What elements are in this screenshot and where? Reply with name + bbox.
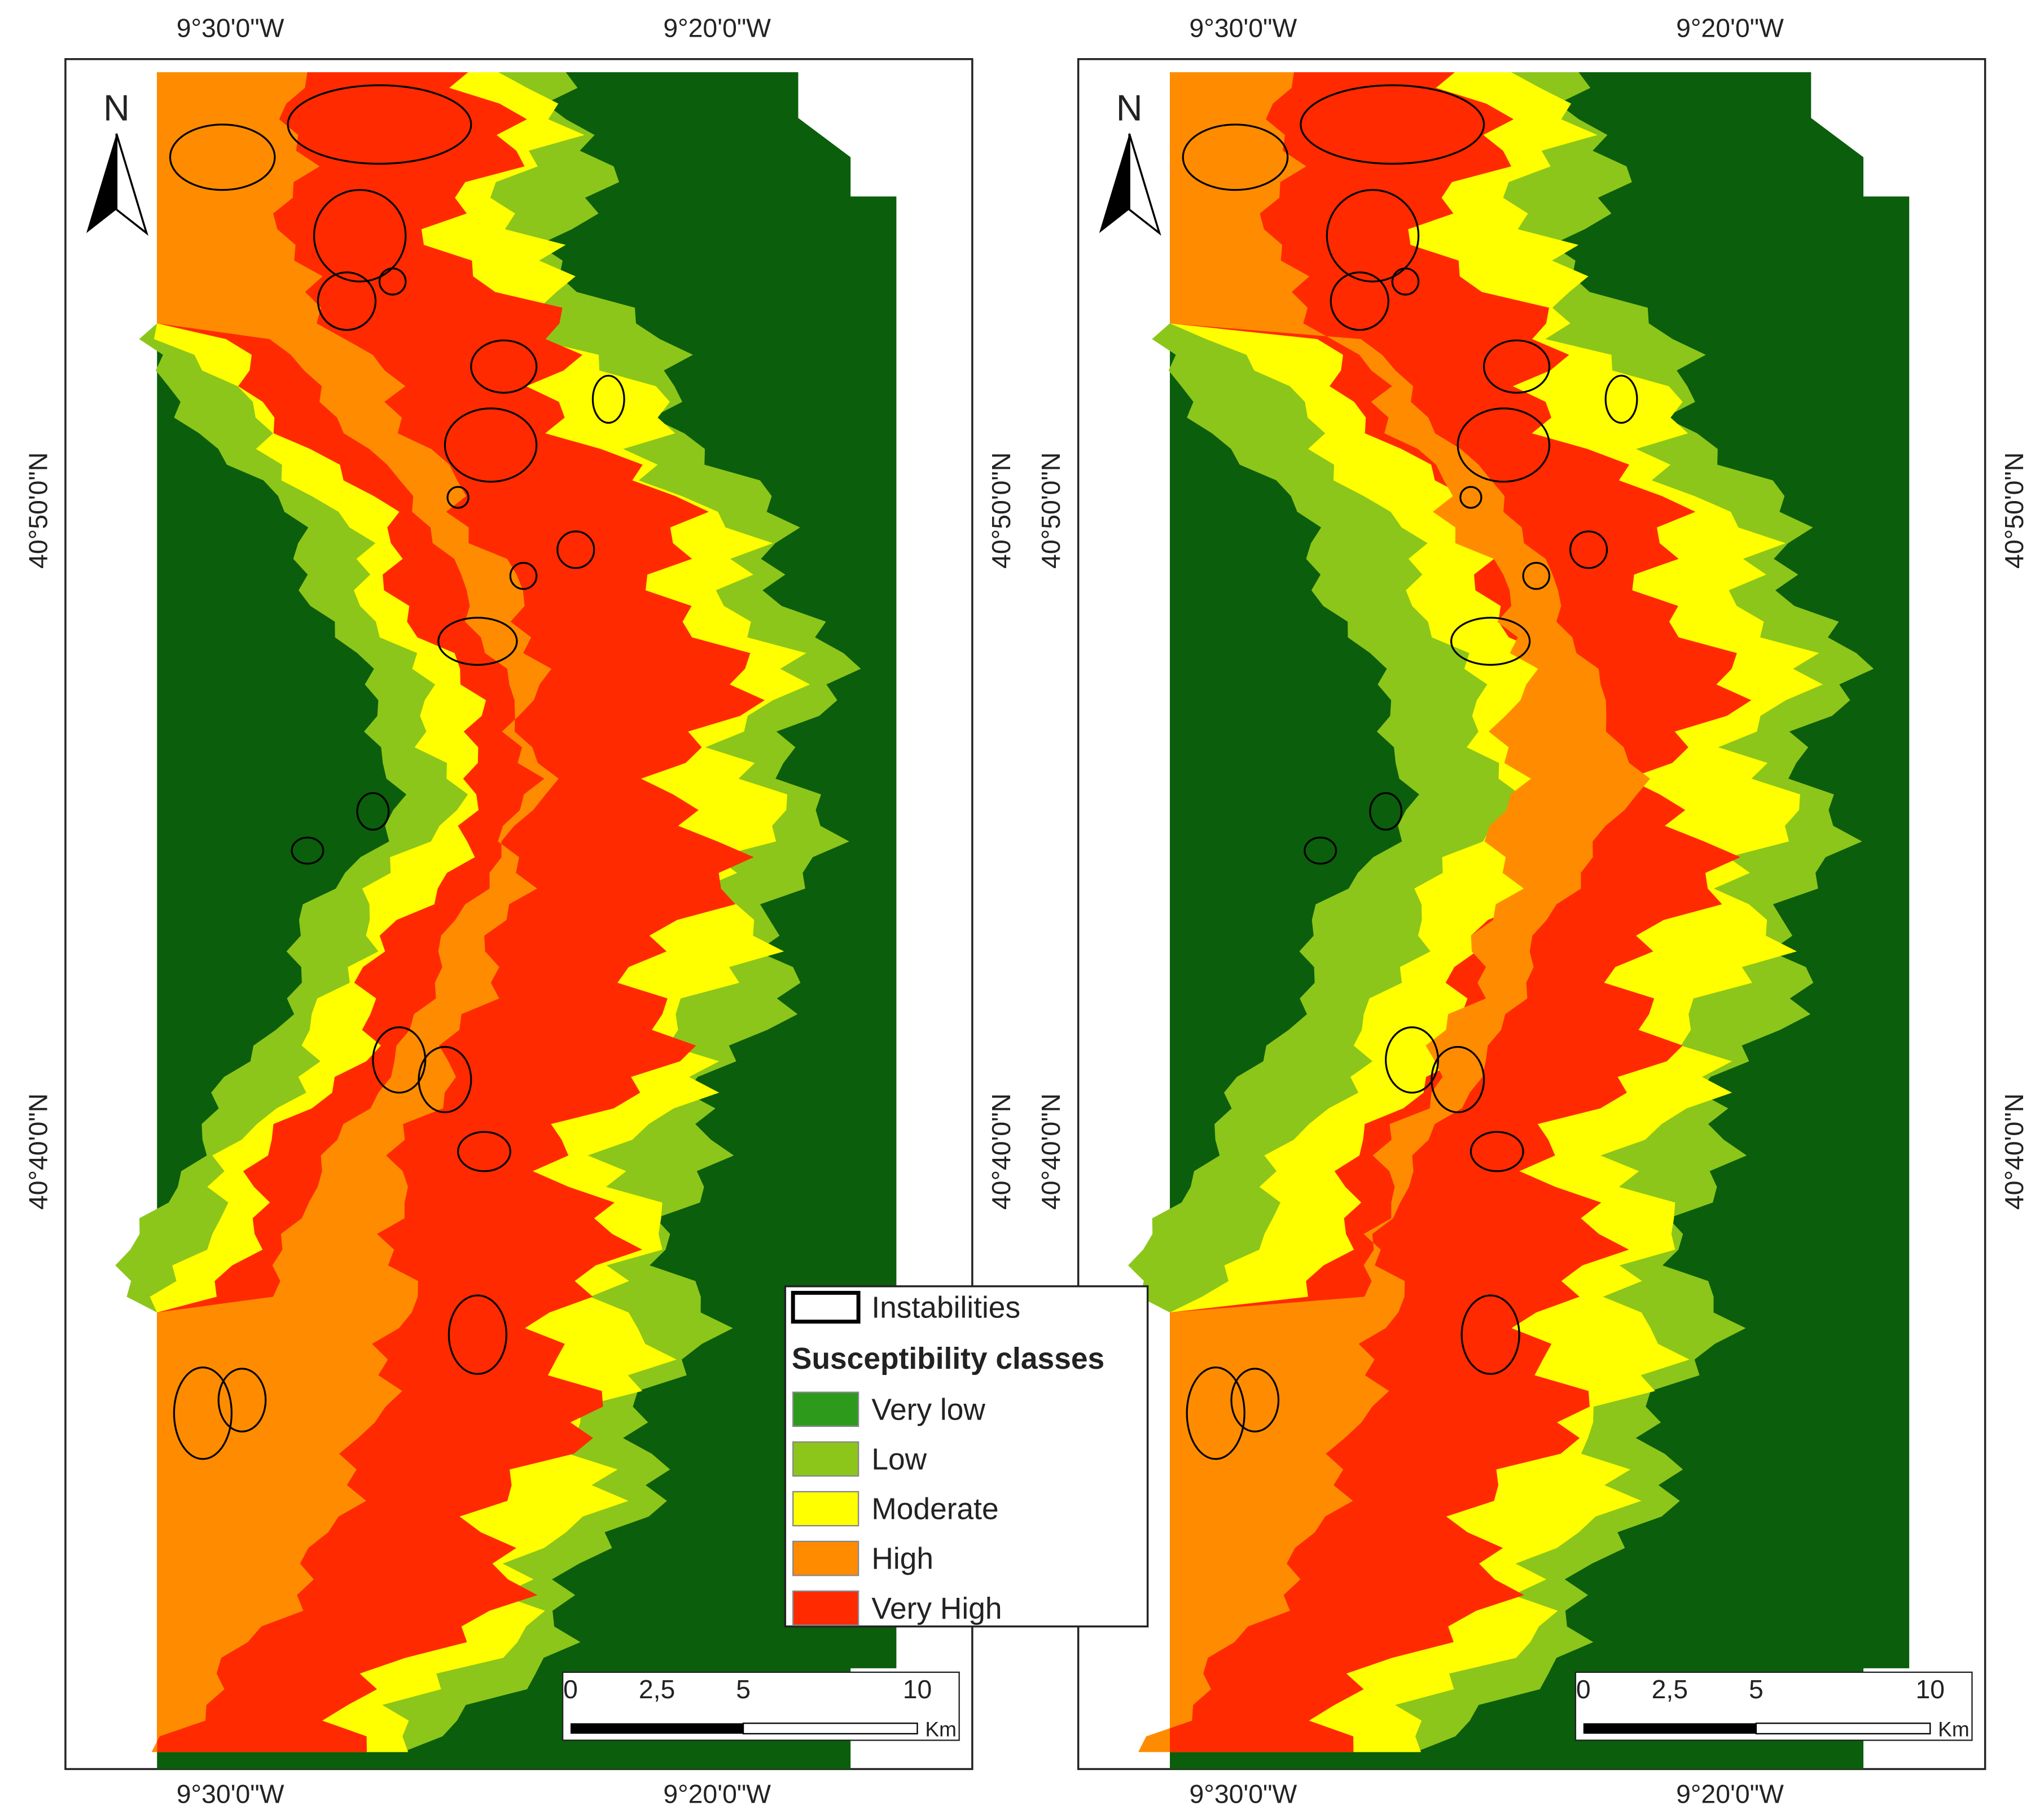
scale-tick: 2,5	[1652, 1675, 1688, 1704]
instability	[287, 84, 472, 165]
instability	[1391, 267, 1420, 296]
instability	[378, 267, 407, 296]
instability	[470, 339, 538, 394]
instability	[1522, 561, 1551, 590]
instability	[313, 189, 407, 283]
instability	[1457, 407, 1551, 483]
instability	[169, 124, 276, 191]
instability	[418, 1045, 472, 1114]
instability	[437, 617, 518, 666]
scale-white	[742, 1723, 918, 1735]
north-arrow	[1099, 133, 1130, 234]
instability	[1369, 792, 1403, 831]
legend-label: Very low	[871, 1393, 985, 1426]
left-coord: 40°40'0"N	[23, 1093, 52, 1210]
high-zone	[1138, 72, 1650, 1752]
instability	[372, 1026, 427, 1094]
scale-tick: 5	[1749, 1675, 1764, 1704]
bottom-coord: 9°30'0"W	[177, 1780, 284, 1809]
instability	[1230, 1368, 1280, 1433]
instability	[173, 1366, 233, 1460]
north-arrow	[115, 133, 148, 236]
legend-swatch	[792, 1391, 859, 1427]
north-label: N	[103, 87, 130, 129]
instability	[1431, 1045, 1485, 1114]
legend-swatch	[792, 1540, 859, 1576]
legend-instability-label: Instabilities	[871, 1291, 1020, 1324]
instability	[1330, 271, 1389, 331]
legend-instability-swatch	[791, 1290, 861, 1324]
left-coord: 40°50'0"N	[1036, 452, 1065, 569]
instability	[509, 561, 538, 590]
instability	[217, 1368, 267, 1433]
instability	[1470, 1131, 1524, 1172]
north-arrow	[86, 133, 117, 234]
scale-tick: 0	[1576, 1675, 1591, 1704]
map-panel: 9°30'0"W 9°30'0"W 9°20'0"W 9°20'0"W 40°50'0"…	[23, 13, 1016, 1808]
scale-unit: Km	[1938, 1717, 1970, 1741]
legend-label: Very High	[871, 1592, 1002, 1625]
instability	[1459, 486, 1482, 509]
instability	[556, 530, 595, 569]
instability	[1385, 1026, 1440, 1094]
instability	[1186, 1366, 1245, 1460]
right-coord: 40°40'0"N	[986, 1093, 1016, 1210]
scale-tick: 2,5	[639, 1675, 675, 1704]
north-label: N	[1116, 87, 1143, 129]
legend-swatch	[792, 1491, 859, 1527]
high-zone	[151, 72, 559, 1752]
instability	[1300, 84, 1485, 165]
instability	[446, 486, 470, 509]
scale-tick: 10	[1915, 1675, 1945, 1704]
instability	[591, 375, 625, 424]
instability	[444, 407, 538, 483]
legend-swatch	[792, 1590, 859, 1626]
instability	[448, 1294, 508, 1375]
scale-black	[1583, 1723, 1756, 1734]
instability	[1326, 189, 1420, 283]
legend-swatch	[792, 1441, 859, 1477]
right-coord: 40°40'0"N	[1999, 1093, 2029, 1210]
legend-title: Susceptibility classes	[792, 1342, 1104, 1376]
instability	[317, 271, 377, 331]
north-arrow	[1128, 133, 1161, 236]
instability	[1604, 375, 1638, 424]
instability	[1460, 1294, 1520, 1375]
instability	[1569, 530, 1608, 569]
instability	[291, 836, 324, 865]
legend-label: Low	[871, 1443, 927, 1476]
scale-tick: 0	[563, 1675, 578, 1704]
bottom-coord: 9°20'0"W	[1676, 1780, 1784, 1809]
scale-tick: 5	[736, 1675, 751, 1704]
instability	[1482, 339, 1551, 394]
legend-label: High	[871, 1543, 933, 1576]
legend-label: Moderate	[871, 1493, 998, 1526]
instability	[457, 1131, 511, 1172]
instability	[1182, 124, 1289, 191]
scale-black	[571, 1723, 744, 1734]
left-coord: 40°50'0"N	[23, 452, 52, 569]
instability	[356, 792, 390, 831]
top-coord: 9°30'0"W	[177, 13, 284, 42]
instability	[1304, 836, 1337, 865]
scale-tick: 10	[903, 1675, 932, 1704]
top-coord: 9°20'0"W	[1676, 13, 1784, 42]
left-coord: 40°40'0"N	[1036, 1093, 1065, 1210]
instability	[1450, 617, 1531, 666]
right-coord: 40°50'0"N	[986, 452, 1016, 569]
bottom-coord: 9°30'0"W	[1190, 1780, 1297, 1809]
bottom-coord: 9°20'0"W	[663, 1780, 771, 1809]
top-coord: 9°20'0"W	[663, 13, 771, 42]
legend: Instabilities Susceptibility classes Very …	[784, 1285, 1149, 1628]
map-panel: 9°30'0"W 9°30'0"W 9°20'0"W 9°20'0"W 40°50'0"…	[1036, 13, 2029, 1808]
top-coord: 9°30'0"W	[1190, 13, 1297, 42]
scale-white	[1755, 1723, 1931, 1735]
scale-unit: Km	[925, 1717, 957, 1741]
right-coord: 40°50'0"N	[1999, 452, 2029, 569]
